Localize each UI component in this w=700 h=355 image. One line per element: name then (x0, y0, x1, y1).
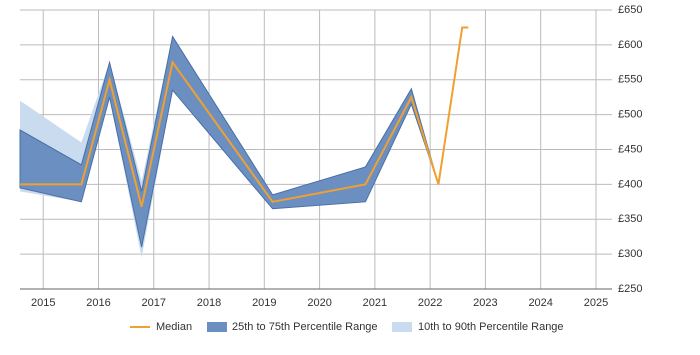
y-tick-label: £400 (618, 178, 642, 190)
x-tick-label: 2020 (307, 297, 331, 309)
y-tick-label: £500 (618, 109, 642, 121)
x-tick-label: 2024 (528, 297, 552, 309)
y-tick-label: £600 (618, 39, 642, 51)
x-tick-label: 2017 (142, 297, 166, 309)
x-tick-label: 2021 (363, 297, 387, 309)
x-tick-label: 2015 (31, 297, 55, 309)
y-tick-label: £250 (618, 283, 642, 295)
y-tick-label: £350 (618, 213, 642, 225)
x-tick-label: 2018 (197, 297, 221, 309)
y-tick-label: £300 (618, 248, 642, 260)
legend-label: Median (156, 321, 192, 333)
y-tick-label: £450 (618, 143, 642, 155)
legend-label: 10th to 90th Percentile Range (418, 321, 564, 333)
x-tick-label: 2025 (584, 297, 608, 309)
legend-swatch (207, 322, 227, 332)
y-tick-label: £550 (618, 74, 642, 86)
median-line (20, 26, 469, 207)
x-tick-label: 2019 (252, 297, 276, 309)
x-tick-label: 2022 (418, 297, 442, 309)
legend-label: 25th to 75th Percentile Range (232, 321, 378, 333)
y-tick-label: £650 (618, 4, 642, 16)
x-tick-label: 2023 (473, 297, 497, 309)
legend-swatch (392, 322, 412, 332)
x-tick-label: 2016 (86, 297, 110, 309)
